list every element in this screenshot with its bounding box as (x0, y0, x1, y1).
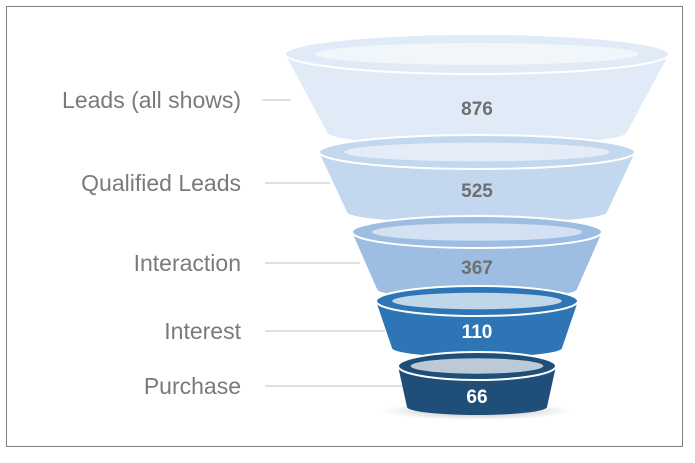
funnel-body (319, 152, 635, 223)
funnel-inner-top (344, 142, 610, 162)
funnel-segment: 110 Interest (164, 285, 579, 357)
funnel-inner-top (410, 358, 544, 374)
stage-label: Leads (all shows) (62, 87, 241, 113)
stage-label: Purchase (144, 373, 241, 399)
funnel-body (352, 232, 602, 299)
value-label: 876 (461, 99, 493, 120)
funnel-inner-top (315, 43, 639, 65)
stage-label: Interest (164, 318, 241, 344)
value-label: 110 (462, 322, 493, 343)
funnel-body (285, 54, 669, 146)
funnel-segment: 367 Interaction (134, 215, 603, 299)
funnel-inner-top (392, 292, 562, 310)
funnel-segment: 66 Purchase (144, 351, 557, 415)
funnel-segment: 525 Qualified Leads (81, 134, 636, 223)
value-label: 525 (461, 181, 493, 202)
value-label: 367 (461, 258, 493, 279)
stage-label: Interaction (134, 250, 241, 276)
funnel-segment: 876 Leads (all shows) (62, 33, 670, 146)
stage-label: Qualified Leads (81, 170, 241, 196)
value-label: 66 (466, 387, 487, 408)
funnel-inner-top (372, 223, 582, 241)
